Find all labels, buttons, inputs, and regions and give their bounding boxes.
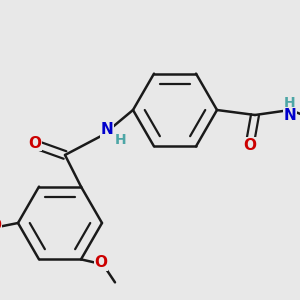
Text: O: O [28,136,41,151]
Text: O: O [244,137,256,152]
Text: O: O [0,218,2,233]
Text: H: H [284,96,296,110]
Text: N: N [284,109,296,124]
Text: H: H [115,133,127,147]
Text: N: N [100,122,113,137]
Text: O: O [94,255,107,270]
